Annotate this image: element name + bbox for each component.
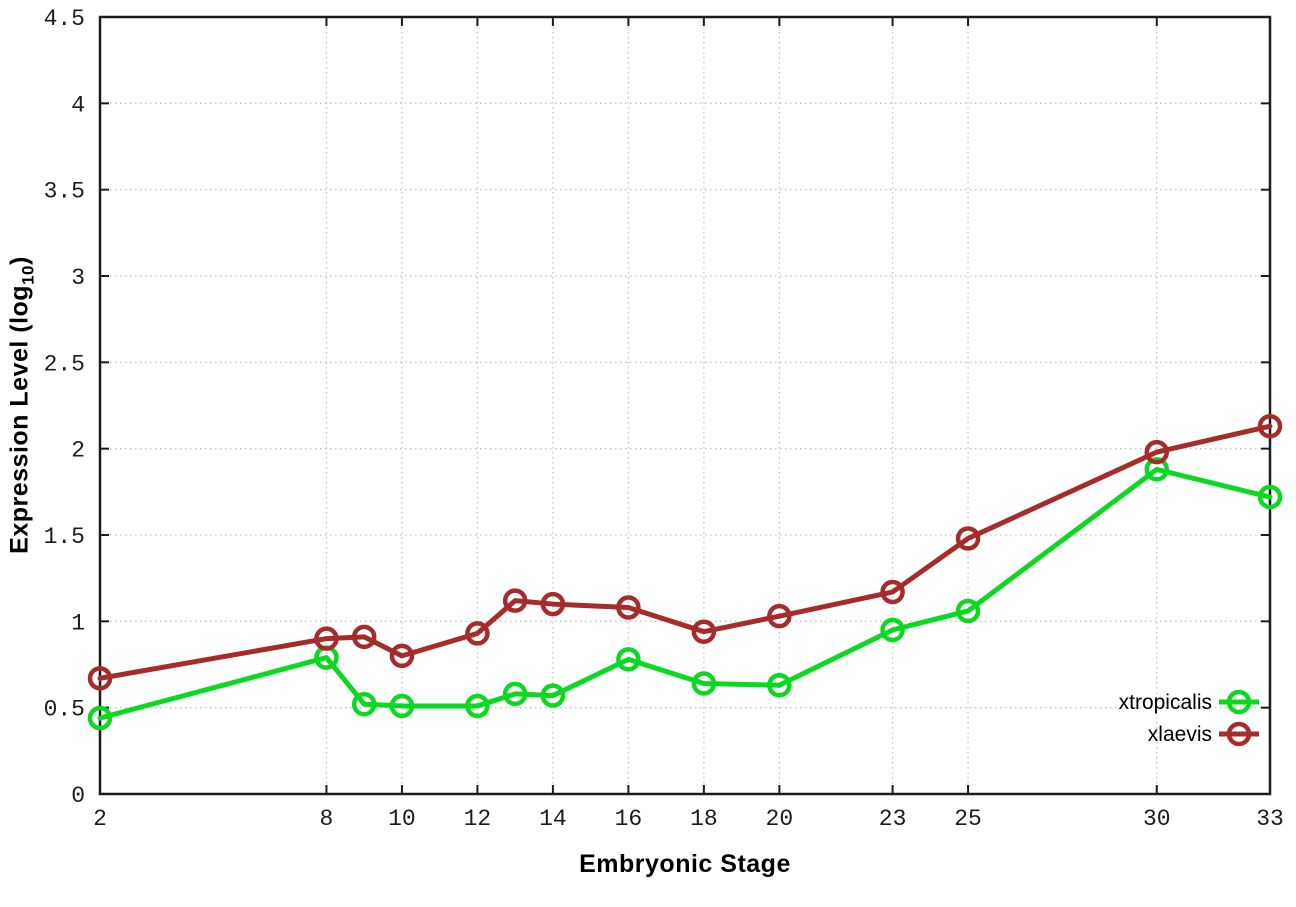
- legend-label-xtropicalis: xtropicalis: [1119, 691, 1212, 714]
- data-point-xlaevis: [540, 591, 566, 617]
- y-tick-label: 1.5: [44, 524, 85, 550]
- x-tick-label: 23: [879, 806, 907, 832]
- x-tick-label: 10: [388, 806, 416, 832]
- series-line-xlaevis: [97, 423, 1273, 681]
- y-tick-label: 2.5: [44, 351, 85, 377]
- y-tick-label: 4.5: [44, 6, 85, 32]
- y-axis-title-text: Expression Level (log: [5, 284, 34, 554]
- y-tick-label: 3.5: [44, 179, 85, 205]
- data-point-xlaevis: [955, 526, 981, 551]
- data-point-xlaevis: [351, 624, 377, 650]
- data-point-xtropicalis: [955, 598, 981, 624]
- data-point-xlaevis: [1144, 439, 1170, 465]
- series-line-xtropicalis: [97, 466, 1273, 721]
- y-axis-title-subscript: 10: [18, 264, 38, 285]
- data-point-xtropicalis: [880, 617, 905, 643]
- x-tick-label: 16: [615, 806, 643, 832]
- legend-marker-icon: [1226, 689, 1252, 715]
- data-point-xtropicalis: [1144, 457, 1170, 482]
- data-point-xtropicalis: [502, 681, 528, 707]
- data-point-xlaevis: [389, 643, 415, 669]
- data-point-xtropicalis: [1257, 484, 1283, 510]
- y-axis-title: Expression Level (log10): [6, 256, 39, 554]
- data-point-xtropicalis: [351, 691, 377, 717]
- plot-border: [98, 15, 1272, 796]
- data-point-xlaevis: [767, 603, 792, 629]
- y-tick-label: 0: [71, 783, 85, 809]
- data-point-xlaevis: [1257, 413, 1283, 439]
- data-point-xtropicalis: [389, 693, 415, 719]
- x-tick-label: 18: [690, 806, 718, 832]
- y-tick-label: 2: [71, 438, 85, 464]
- data-point-xlaevis: [691, 619, 717, 644]
- data-point-xlaevis: [314, 626, 339, 651]
- data-point-xlaevis: [87, 666, 113, 691]
- x-tick-label: 2: [93, 806, 107, 832]
- y-tick-label: 1: [71, 610, 85, 636]
- data-point-xlaevis: [880, 579, 905, 605]
- data-point-xlaevis: [502, 588, 528, 613]
- data-point-xtropicalis: [616, 647, 641, 672]
- x-tick-label: 8: [320, 806, 334, 832]
- data-point-xlaevis: [465, 621, 490, 646]
- legend-label-xlaevis: xlaevis: [1148, 723, 1212, 746]
- data-point-xtropicalis: [691, 671, 717, 696]
- x-tick-label: 20: [766, 806, 794, 832]
- legend-entry-xlaevis: xlaevis: [1148, 721, 1259, 747]
- x-tick-label: 14: [539, 806, 567, 832]
- x-tick-label: 30: [1143, 806, 1171, 832]
- legend-entry-xtropicalis: xtropicalis: [1119, 689, 1259, 715]
- y-tick-label: 4: [71, 92, 85, 118]
- data-point-xtropicalis: [767, 672, 792, 698]
- x-axis-title: Embryonic Stage: [579, 850, 791, 878]
- x-tick-label: 25: [954, 806, 982, 832]
- data-point-xtropicalis: [465, 693, 490, 719]
- data-point-xlaevis: [616, 595, 641, 620]
- data-point-xtropicalis: [87, 705, 113, 731]
- legend-marker-icon: [1226, 721, 1252, 747]
- y-tick-label: 3: [71, 265, 85, 291]
- data-point-xtropicalis: [540, 683, 566, 708]
- y-tick-label: 0.5: [44, 697, 85, 723]
- x-tick-label: 33: [1256, 806, 1284, 832]
- y-axis-title-suffix: ): [5, 256, 34, 265]
- x-tick-label: 12: [464, 806, 492, 832]
